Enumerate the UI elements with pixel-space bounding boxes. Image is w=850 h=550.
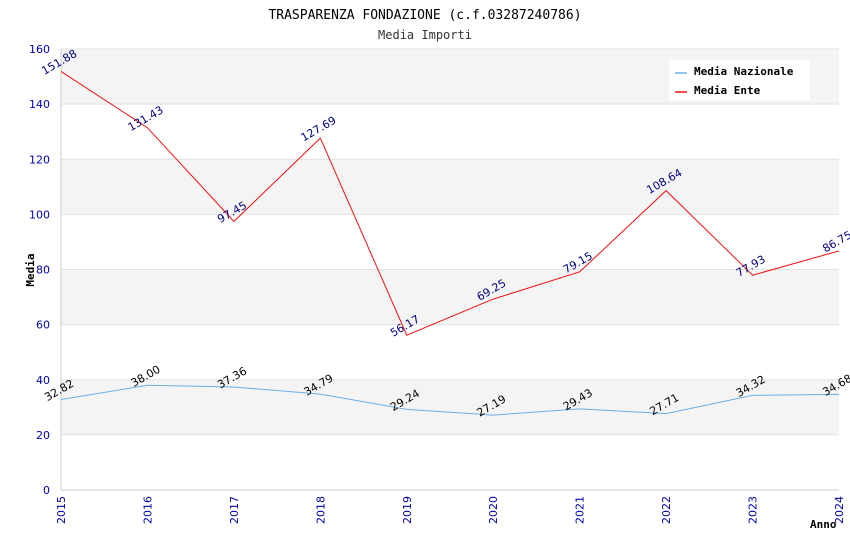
legend: Media Nazionale Media Ente [669, 60, 810, 101]
y-tick-label: 80 [36, 264, 50, 277]
x-tick-label: 2020 [487, 496, 500, 524]
legend-box [669, 60, 810, 101]
y-tick-label: 100 [29, 208, 50, 221]
x-tick-label: 2024 [833, 496, 846, 524]
x-tick-label: 2019 [401, 496, 414, 524]
series-group [60, 70, 840, 416]
x-axis-title: Anno [810, 518, 837, 531]
grid-bands [61, 49, 839, 490]
y-axis-title: Media [24, 253, 37, 286]
x-tick-label: 2023 [747, 496, 760, 524]
grid-band [61, 159, 839, 215]
chart-subtitle: Media Importi [378, 28, 472, 42]
x-tick-label: 2021 [574, 496, 587, 524]
y-tick-label: 0 [43, 484, 50, 497]
x-tick-label: 2018 [314, 496, 327, 524]
chart-title: TRASPARENZA FONDAZIONE (c.f.03287240786) [268, 8, 581, 23]
y-tick-labels: 0 20 40 60 80 100 120 140 160 [29, 43, 50, 497]
grid-band [61, 324, 839, 380]
x-tick-label: 2022 [660, 496, 673, 524]
x-tick-label: 2017 [228, 496, 241, 524]
y-tick-label: 40 [36, 374, 50, 387]
grid-band [61, 214, 839, 270]
grid-band [61, 104, 839, 160]
x-tick-labels: 2015 2016 2017 2018 2019 2020 2021 2022 2023 2024 [55, 496, 846, 524]
legend-label-media-ente: Media Ente [694, 84, 761, 97]
series-line-media-nazionale [60, 384, 840, 416]
grid-band [61, 269, 839, 325]
y-tick-label: 20 [36, 429, 50, 442]
y-tick-label: 140 [29, 98, 50, 111]
legend-label-media-nazionale: Media Nazionale [694, 65, 794, 78]
y-tick-label: 160 [29, 43, 50, 56]
y-tick-label: 60 [36, 319, 50, 332]
y-tick-label: 120 [29, 153, 50, 166]
x-tick-label: 2015 [55, 496, 68, 524]
x-tick-label: 2016 [141, 496, 154, 524]
grid-band [61, 379, 839, 435]
series-line-media-ente [60, 70, 840, 336]
grid-band [61, 434, 839, 490]
